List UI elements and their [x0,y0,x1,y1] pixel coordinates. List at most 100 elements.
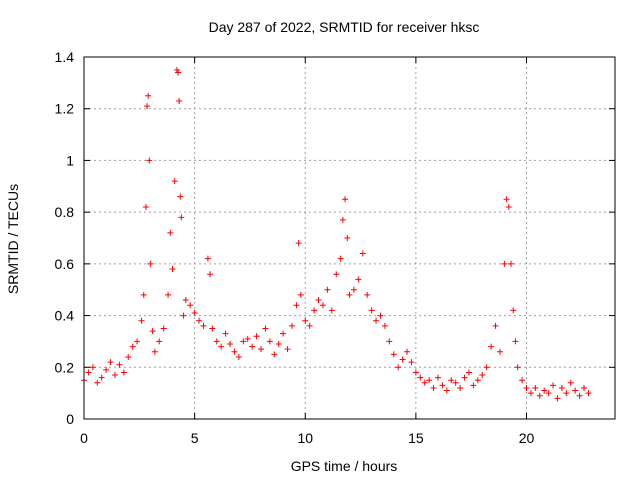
data-point [120,369,127,376]
data-point [412,369,419,376]
data-point [209,325,216,332]
data-point [297,291,304,298]
data-point [116,361,123,368]
data-point [182,297,189,304]
plot-frame [83,56,616,420]
data-point [187,302,194,309]
data-point [572,387,579,394]
data-point [85,369,92,376]
data-point [180,312,187,319]
data-point [452,379,459,386]
data-point [200,322,207,329]
data-point [567,379,574,386]
data-point [258,346,264,353]
data-point [147,260,154,267]
data-point [288,322,295,329]
data-point [138,317,145,324]
data-point [178,214,185,221]
data-point [505,203,512,210]
data-point [177,193,184,200]
data-point [315,297,322,304]
data-point [508,260,515,267]
data-point [107,359,114,366]
data-point [144,103,151,110]
data-point [149,328,156,335]
y-tick-label: 1 [66,152,74,168]
data-point [311,307,318,314]
data-point [457,384,464,391]
data-point [342,196,349,203]
y-tick-label: 0.8 [55,204,75,220]
data-point [171,178,178,185]
data-point [266,338,273,345]
data-point [470,382,477,389]
data-point [227,341,234,348]
data-point [134,338,141,345]
grid-lines [84,57,615,419]
data-point [339,216,346,223]
data-point [204,255,211,262]
data-point [377,312,384,319]
data-point [103,366,110,373]
data-point [576,392,583,399]
data-point [160,325,167,332]
data-point [359,250,366,257]
data-point [512,338,519,345]
data-point [430,384,437,391]
x-tick-label: 5 [191,430,199,446]
data-point [280,330,287,337]
data-point [275,341,282,348]
data-point [355,276,362,283]
data-point [541,387,548,394]
data-point [284,346,291,353]
data-point [191,309,198,316]
x-tick-labels: 0 5 10 15 20 [80,430,534,446]
data-point [222,330,229,337]
data-point [346,291,353,298]
data-point [167,229,174,236]
data-point [501,260,508,267]
data-point [585,390,592,397]
y-tick-labels: 0 0.2 0.4 0.6 0.8 1 1.2 1.4 [55,49,75,427]
data-point [492,322,499,329]
data-point [207,271,214,278]
data-point [532,384,539,391]
data-point [302,317,309,324]
data-point [426,377,433,384]
data-point [213,338,220,345]
data-point [293,302,300,309]
data-point [173,66,180,73]
data-point [554,395,561,402]
data-point [333,271,340,278]
y-tick-label: 0.4 [55,308,75,324]
data-point [350,286,357,293]
data-point [474,377,481,384]
data-point [386,338,393,345]
data-point [196,317,203,324]
data-point [523,384,530,391]
data-point [319,302,326,309]
y-tick-label: 0 [66,411,74,427]
x-tick-label: 0 [80,430,88,446]
data-point [545,390,552,397]
data-point [176,97,183,104]
data-point [165,291,172,298]
data-point [503,196,510,203]
y-tick-label: 0.2 [55,359,75,375]
data-point [527,390,534,397]
data-point [156,338,163,345]
data-point [373,317,380,324]
data-point [151,348,158,355]
data-point [169,266,176,273]
data-point [417,374,424,381]
data-point [421,379,428,386]
data-point [145,92,152,99]
data-point [483,364,490,371]
data-point [231,348,238,355]
data-point [328,307,335,314]
data-point [408,359,415,366]
data-point [364,291,371,298]
x-tick-label: 15 [408,430,424,446]
data-point [249,343,256,350]
